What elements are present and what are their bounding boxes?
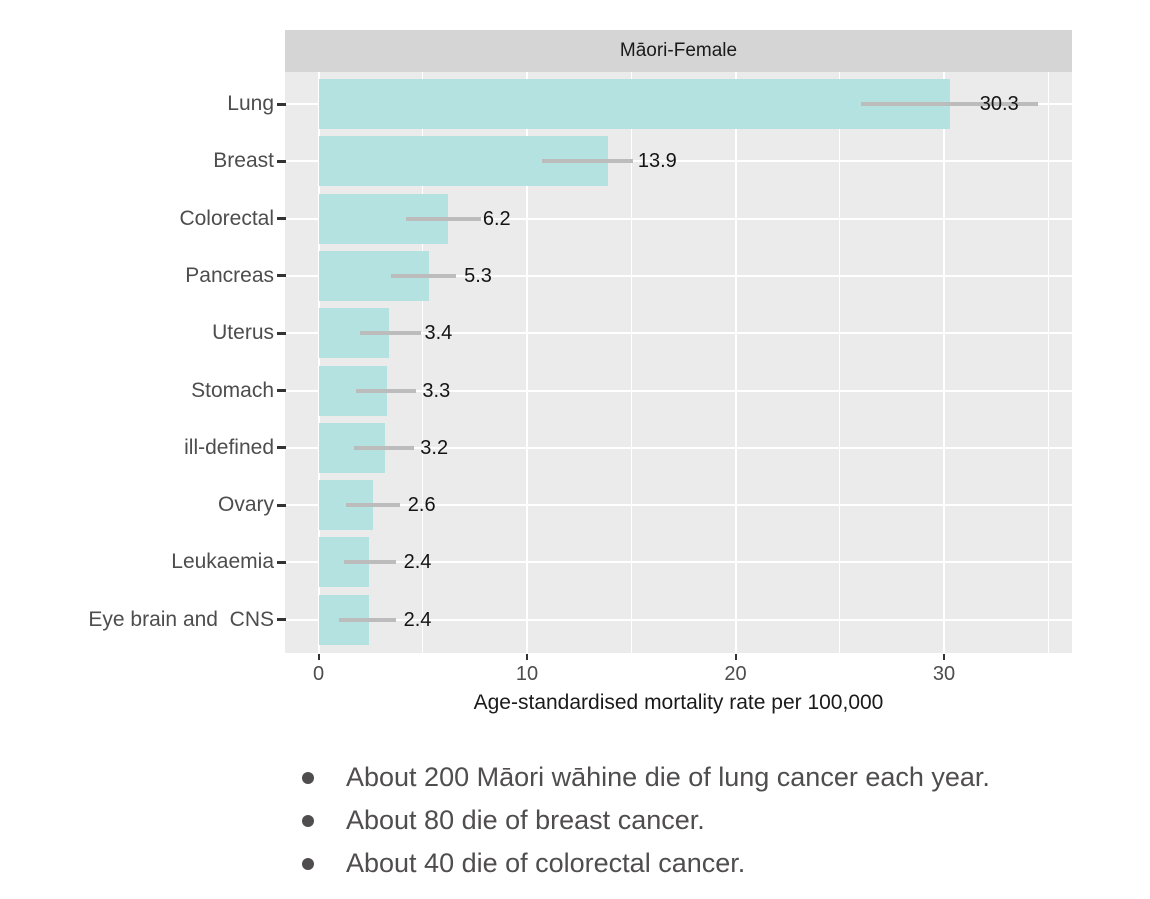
y-axis-tick [277, 217, 286, 221]
value-label: 30.3 [979, 93, 1019, 115]
value-label: 13.9 [637, 150, 677, 173]
errorbar [343, 560, 396, 565]
value-label: 2.4 [403, 551, 432, 574]
x-axis-tick [317, 654, 320, 660]
note-text: About 40 die of colorectal cancer. [346, 848, 746, 878]
errorbar [345, 503, 400, 508]
y-axis-label: Stomach [191, 378, 274, 402]
value-label: 3.2 [420, 436, 449, 459]
x-axis-tick-label: 10 [515, 663, 539, 685]
note-item: About 40 die of colorectal cancer. [292, 842, 1122, 885]
gridline-major-vertical [943, 72, 945, 653]
x-axis-tick-label: 30 [932, 663, 956, 685]
facet-strip: Māori-Female [285, 30, 1072, 72]
y-axis-label: Breast [213, 149, 274, 173]
value-label: 3.4 [424, 322, 453, 345]
y-axis-tick [277, 274, 286, 278]
gridline-minor-vertical [839, 72, 841, 653]
y-axis-label: Pancreas [185, 263, 274, 287]
y-axis-label: Lung [227, 92, 274, 115]
notes-list: About 200 Māori wāhine die of lung cance… [292, 756, 1122, 885]
y-axis-label: ill-defined [184, 435, 274, 459]
errorbar [353, 445, 415, 450]
errorbar [541, 159, 634, 164]
gridline-major-horizontal [285, 389, 1072, 392]
value-label: 3.3 [422, 379, 451, 402]
errorbar [360, 331, 421, 336]
bullet-icon [302, 858, 314, 870]
gridline-major-horizontal [285, 561, 1072, 564]
value-label: 2.4 [403, 608, 432, 631]
x-axis-tick [526, 654, 528, 660]
plot-panel: 30.3 13.9 6.2 5.3 3.4 3.3 3.2 2.6 2.4 2.4 [285, 72, 1072, 653]
y-axis-tick [277, 503, 286, 507]
gridline-major-vertical [317, 72, 320, 653]
bullet-icon [302, 815, 314, 827]
y-axis-tick [277, 102, 286, 106]
bar-lung [318, 79, 951, 129]
gridline-major-horizontal [285, 446, 1072, 449]
errorbar [356, 388, 417, 393]
note-text: About 80 die of breast cancer. [346, 805, 705, 835]
x-axis-title: Age-standardised mortality rate per 100,… [473, 691, 884, 714]
gridline-major-horizontal [285, 504, 1072, 507]
gridline-minor-vertical [422, 72, 424, 653]
gridline-major-horizontal [285, 618, 1072, 621]
y-axis-tick [277, 389, 286, 392]
errorbar [391, 273, 457, 278]
x-axis-tick [943, 654, 945, 660]
y-axis-tick [277, 618, 286, 622]
errorbar [860, 102, 1038, 106]
y-axis-label: Eye brain and CNS [88, 607, 274, 631]
gridline-major-vertical [526, 72, 528, 653]
x-axis-tick [734, 654, 737, 660]
y-axis-tick [277, 560, 286, 564]
gridline-major-horizontal [285, 160, 1072, 163]
gridline-major-vertical [734, 72, 737, 653]
y-axis-tick [277, 446, 286, 450]
y-axis-label: Ovary [217, 493, 274, 517]
gridline-major-horizontal [285, 332, 1072, 335]
y-axis-label: Uterus [212, 321, 274, 345]
note-text: About 200 Māori wāhine die of lung cance… [346, 762, 990, 792]
value-label: 6.2 [482, 207, 511, 230]
x-axis-tick-label: 20 [724, 663, 747, 685]
y-axis-label: Colorectal [179, 206, 274, 230]
gridline-minor-vertical [1047, 72, 1049, 653]
y-axis-tick [277, 331, 286, 335]
note-item: About 200 Māori wāhine die of lung cance… [292, 756, 1122, 799]
y-axis-tick [277, 159, 286, 163]
value-label: 5.3 [464, 264, 492, 287]
bullet-icon [302, 772, 314, 784]
x-axis-tick-label: 0 [312, 663, 325, 685]
errorbar [339, 617, 396, 622]
gridline-major-horizontal [285, 274, 1072, 277]
errorbar [406, 216, 482, 221]
y-axis-label: Leukaemia [171, 550, 274, 574]
note-item: About 80 die of breast cancer. [292, 799, 1122, 842]
facet-title: Māori-Female [619, 40, 738, 61]
gridline-minor-vertical [630, 72, 632, 653]
value-label: 2.6 [407, 494, 436, 517]
gridline-major-horizontal [285, 217, 1072, 220]
